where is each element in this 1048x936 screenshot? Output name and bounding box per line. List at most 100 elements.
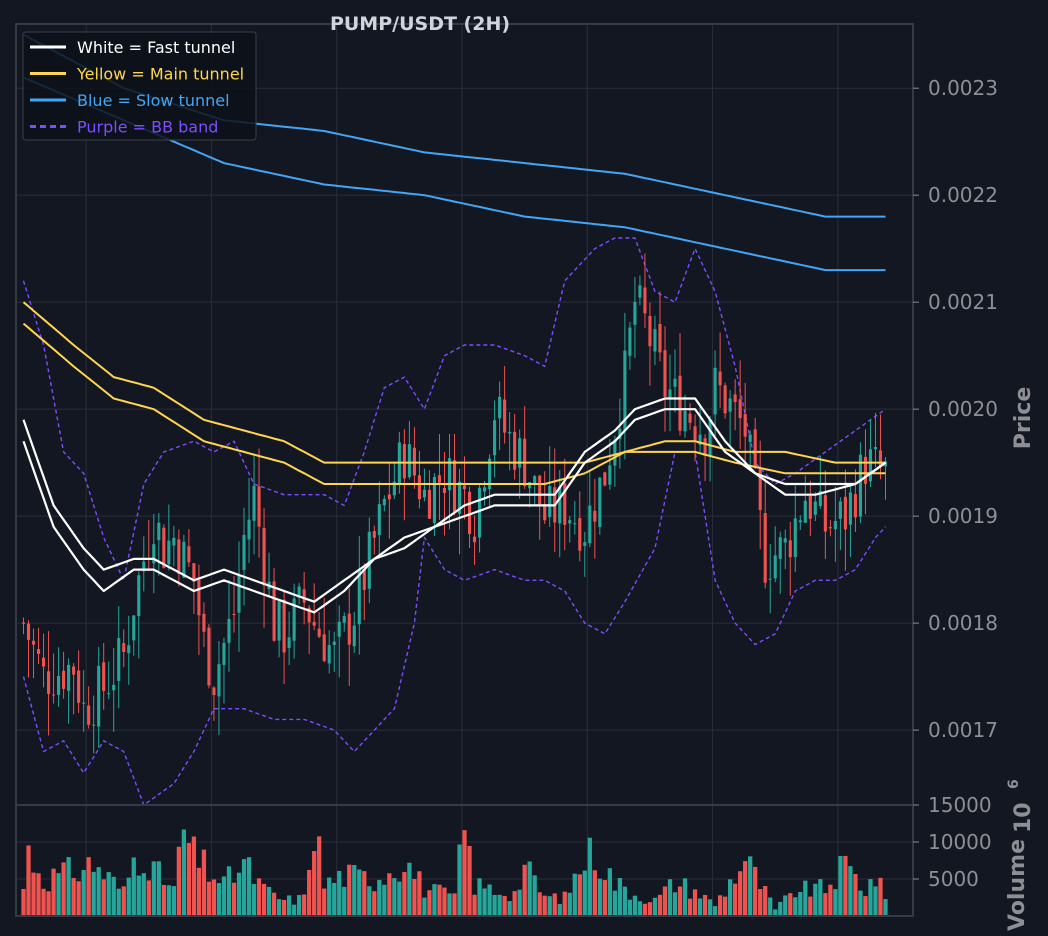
- volume-bar: [672, 892, 678, 916]
- volume-bar: [432, 884, 437, 916]
- volume-bar: [577, 874, 582, 916]
- candle-body: [282, 599, 286, 653]
- volume-bar: [171, 886, 176, 916]
- candle-body: [833, 520, 837, 530]
- volume-bar: [582, 870, 587, 916]
- candle-body: [643, 287, 647, 314]
- candle-body: [217, 664, 221, 697]
- candle-body: [738, 399, 742, 419]
- volume-tick-label: 15000: [928, 793, 992, 817]
- volume-bar: [186, 843, 192, 916]
- volume-bar: [492, 894, 497, 916]
- candle-body: [753, 429, 757, 467]
- volume-bar: [853, 874, 858, 916]
- volume-bar: [297, 894, 302, 916]
- volume-bar: [241, 859, 247, 916]
- candle-body: [167, 540, 171, 565]
- candle-body: [558, 486, 562, 524]
- candle-body: [207, 627, 211, 686]
- candle-body: [467, 491, 472, 535]
- candle-body: [858, 454, 862, 517]
- volume-bar: [86, 857, 91, 916]
- price-tick-label: 0.0019: [928, 504, 998, 528]
- volume-bar: [788, 893, 793, 916]
- candle-body: [703, 438, 707, 456]
- candle-body: [838, 501, 842, 519]
- candle-body: [197, 579, 201, 616]
- candle-body: [543, 503, 547, 521]
- volume-bar: [61, 862, 66, 916]
- volume-bar: [497, 894, 502, 916]
- volume-bar: [527, 861, 532, 916]
- volume-bar: [697, 898, 703, 916]
- candle-body: [457, 481, 462, 514]
- candle-body: [628, 327, 632, 356]
- volume-bar: [372, 891, 377, 916]
- candle-body: [778, 537, 782, 559]
- candle-body: [312, 621, 316, 626]
- volume-bar: [667, 879, 673, 916]
- candle-body: [297, 586, 301, 598]
- volume-bar: [457, 844, 462, 916]
- candle-body: [793, 518, 797, 558]
- volume-bar: [256, 878, 262, 916]
- candle-body: [182, 541, 186, 578]
- volume-bar: [236, 872, 242, 916]
- volume-bar: [271, 892, 277, 916]
- volume-bar: [472, 894, 477, 916]
- candle-body: [743, 414, 747, 437]
- candle-body: [653, 329, 657, 352]
- candle-body: [292, 598, 296, 641]
- volume-axis-ticks: 5000 10000 15000: [913, 793, 992, 891]
- volume-bar: [26, 845, 31, 916]
- candle-body: [818, 491, 822, 506]
- legend-box: [22, 31, 257, 141]
- candle-body: [402, 444, 406, 479]
- volume-bar: [607, 868, 612, 916]
- candle-body: [392, 481, 396, 496]
- candle-body: [518, 438, 522, 468]
- volume-bar: [572, 873, 577, 916]
- candle-body: [633, 301, 637, 325]
- volume-bar: [487, 884, 492, 916]
- volume-bar: [868, 879, 873, 916]
- candle-body: [127, 645, 131, 654]
- volume-bar: [828, 884, 833, 916]
- volume-bar: [843, 855, 848, 916]
- volume-bar: [36, 873, 41, 916]
- candle-body: [768, 578, 772, 580]
- volume-bar: [266, 886, 272, 916]
- volume-bar: [91, 871, 96, 916]
- volume-bar: [717, 895, 723, 916]
- volume-bar: [181, 829, 187, 916]
- volume-bar: [412, 878, 417, 916]
- volume-bar: [592, 870, 597, 916]
- candle-body: [122, 643, 126, 653]
- volume-bar: [116, 888, 121, 916]
- volume-bar: [41, 888, 46, 916]
- volume-bar: [261, 883, 267, 916]
- volume-bar: [221, 876, 227, 916]
- candle-body: [578, 518, 582, 551]
- volume-bar: [437, 884, 442, 916]
- volume-bar: [562, 891, 567, 916]
- candle-body: [803, 500, 807, 523]
- volume-bar: [106, 872, 111, 916]
- volume-bar: [858, 890, 863, 916]
- candle-body: [848, 492, 852, 525]
- fast-tunnel: [22, 397, 887, 614]
- volume-bar: [552, 893, 557, 916]
- candle-body: [367, 531, 371, 589]
- candle-body: [142, 561, 146, 572]
- volume-bar: [71, 877, 76, 916]
- volume-bar: [81, 870, 86, 916]
- candle-body: [157, 522, 161, 541]
- volume-bar: [532, 875, 537, 916]
- candle-body: [62, 670, 66, 689]
- volume-bar: [251, 884, 257, 916]
- volume-bar: [597, 878, 602, 916]
- candle-body: [673, 378, 677, 387]
- candle-body: [498, 396, 502, 419]
- candle-body: [513, 431, 517, 470]
